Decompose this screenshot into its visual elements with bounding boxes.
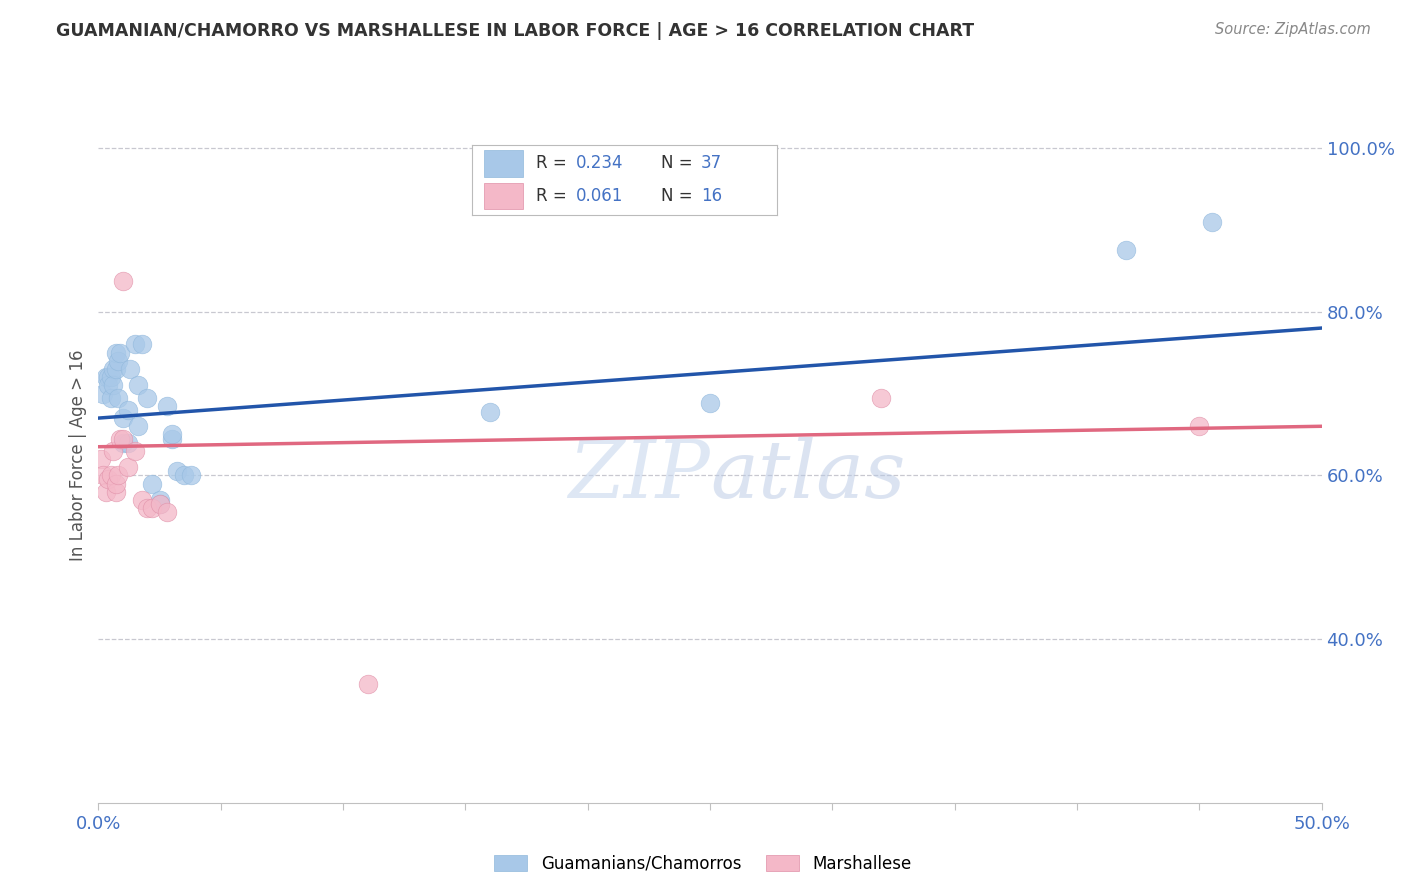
Point xyxy=(100,391,122,405)
Text: atlas: atlas xyxy=(710,437,905,515)
Point xyxy=(1201,214,1223,228)
Point xyxy=(127,378,149,392)
Point xyxy=(101,443,124,458)
Point xyxy=(91,468,114,483)
Point xyxy=(100,370,122,384)
Point xyxy=(136,501,159,516)
Point xyxy=(107,468,129,483)
Point xyxy=(97,378,120,392)
Point xyxy=(141,501,163,516)
Point xyxy=(110,345,132,359)
Point xyxy=(149,497,172,511)
Point xyxy=(90,452,112,467)
Point xyxy=(180,468,202,483)
Point xyxy=(173,468,195,483)
Text: GUAMANIAN/CHAMORRO VS MARSHALLESE IN LABOR FORCE | AGE > 16 CORRELATION CHART: GUAMANIAN/CHAMORRO VS MARSHALLESE IN LAB… xyxy=(56,22,974,40)
Point xyxy=(104,362,127,376)
Point xyxy=(107,353,129,368)
Text: 16: 16 xyxy=(700,187,721,205)
Point xyxy=(104,484,127,499)
Point xyxy=(131,492,153,507)
Point xyxy=(149,497,172,511)
Point xyxy=(101,378,124,392)
Text: 0.061: 0.061 xyxy=(575,187,623,205)
Point xyxy=(136,391,159,405)
Point xyxy=(141,476,163,491)
Point xyxy=(111,435,134,450)
Text: N =: N = xyxy=(661,154,697,172)
Point xyxy=(120,362,142,376)
Point xyxy=(117,435,139,450)
Point xyxy=(101,362,124,376)
Text: Source: ZipAtlas.com: Source: ZipAtlas.com xyxy=(1215,22,1371,37)
Point xyxy=(124,443,146,458)
Point xyxy=(156,505,179,519)
Point xyxy=(111,274,134,288)
Point xyxy=(100,468,122,483)
Bar xyxy=(484,183,523,210)
Point xyxy=(156,399,179,413)
Point xyxy=(97,370,120,384)
Point xyxy=(117,460,139,475)
Point xyxy=(870,391,893,405)
Point xyxy=(94,370,117,384)
Point xyxy=(107,391,129,405)
Point xyxy=(94,484,117,499)
Point xyxy=(699,396,721,410)
Point xyxy=(356,677,378,691)
Legend: Guamanians/Chamorros, Marshallese: Guamanians/Chamorros, Marshallese xyxy=(488,848,918,880)
Point xyxy=(478,404,501,418)
Bar xyxy=(484,150,523,177)
Point xyxy=(124,337,146,351)
Point xyxy=(104,345,127,359)
Text: 37: 37 xyxy=(700,154,721,172)
Point xyxy=(111,411,134,425)
Point xyxy=(127,419,149,434)
Point xyxy=(160,427,183,442)
Point xyxy=(1115,244,1137,258)
Text: N =: N = xyxy=(661,187,697,205)
Point xyxy=(117,403,139,417)
Point xyxy=(111,432,134,446)
Point xyxy=(131,337,153,351)
Point xyxy=(110,432,132,446)
Point xyxy=(160,432,183,446)
Y-axis label: In Labor Force | Age > 16: In Labor Force | Age > 16 xyxy=(69,349,87,561)
Point xyxy=(97,473,120,487)
Point xyxy=(166,464,188,478)
Point xyxy=(104,476,127,491)
Text: 0.234: 0.234 xyxy=(575,154,623,172)
Text: R =: R = xyxy=(536,154,572,172)
Text: ZIP: ZIP xyxy=(568,437,710,515)
Point xyxy=(149,492,172,507)
Text: R =: R = xyxy=(536,187,572,205)
Point xyxy=(91,386,114,401)
Point xyxy=(1188,419,1211,434)
